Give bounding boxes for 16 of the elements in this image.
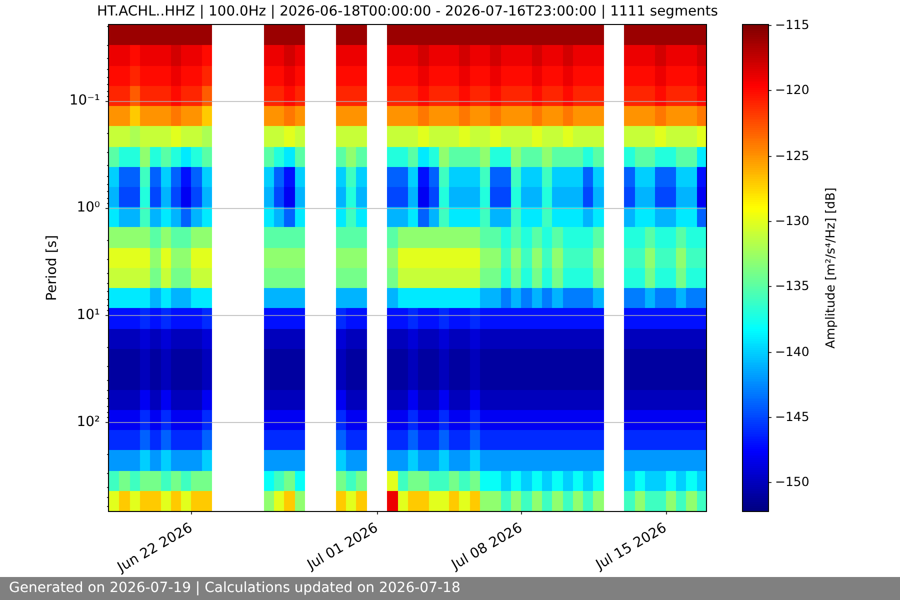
color-bar-label: −135 xyxy=(775,278,810,293)
color-bar-label: −145 xyxy=(775,408,810,424)
y-tick-label: 10² xyxy=(76,414,100,430)
color-bar-label: −125 xyxy=(775,148,810,163)
color-bar-label: −140 xyxy=(775,344,810,359)
y-tick-label: 10⁻¹ xyxy=(69,92,100,109)
color-bar-label: −120 xyxy=(775,82,810,97)
color-bar-label: −130 xyxy=(775,212,810,228)
color-bar-label: −150 xyxy=(775,474,810,489)
color-bar-title: Amplitude [m²/s⁴/Hz] [dB] xyxy=(822,187,838,349)
y-tick-label: 10⁰ xyxy=(76,200,100,216)
y-axis-title: Period [s] xyxy=(44,235,60,301)
y-tick-label: 10¹ xyxy=(76,306,100,323)
color-bar-label: −115 xyxy=(775,16,810,32)
footer-panel: Generated on 2026-07-19 | Calculations updated on 2026-07-18 xyxy=(0,577,900,600)
chart-title: HT.ACHL..HHZ | 100.0Hz | 2026-06-18T00:00:00 - 2026-07-16T23:00:00 | 1111 segments xyxy=(96,4,718,20)
